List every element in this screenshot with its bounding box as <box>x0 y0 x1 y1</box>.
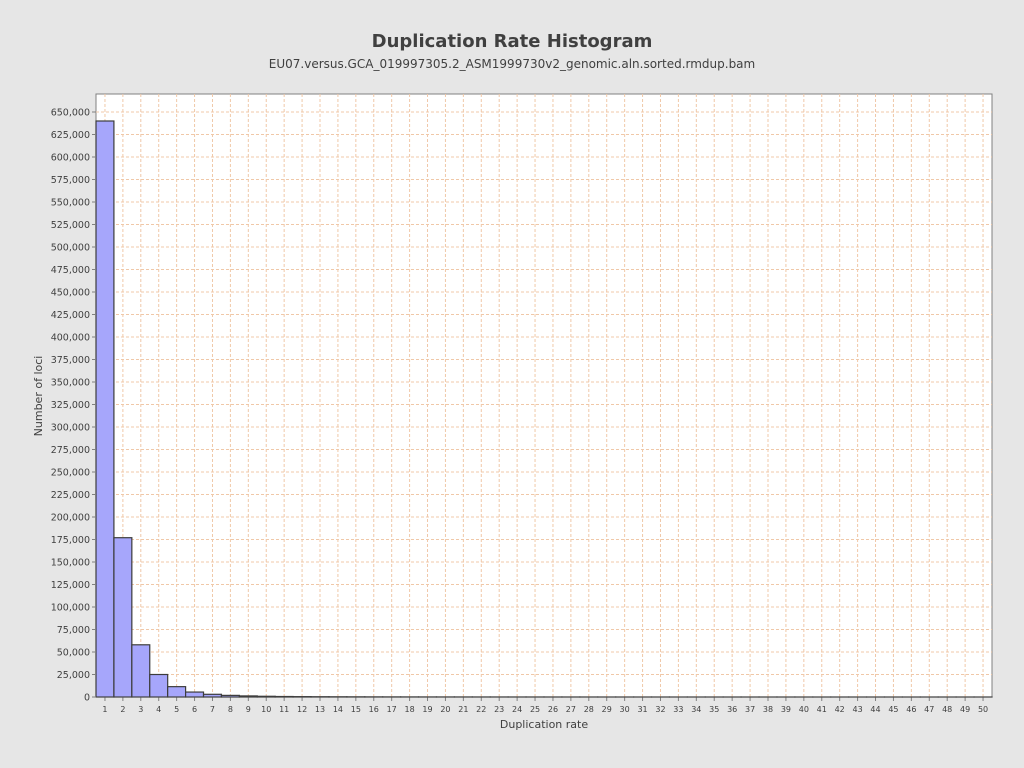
x-tick-label: 42 <box>835 705 845 714</box>
x-axis-label: Duplication rate <box>500 718 588 731</box>
x-tick-label: 24 <box>512 705 522 714</box>
y-tick-label: 75,000 <box>57 625 90 636</box>
x-tick-label: 46 <box>906 705 916 714</box>
y-axis-label: Number of loci <box>32 356 45 437</box>
x-tick-label: 26 <box>548 705 558 714</box>
x-tick-label: 16 <box>369 705 379 714</box>
y-tick-label: 325,000 <box>51 400 90 411</box>
histogram-bar <box>149 673 169 698</box>
x-tick-label: 11 <box>279 705 289 714</box>
y-tick-label: 250,000 <box>51 468 90 479</box>
x-tick-label: 34 <box>691 705 701 714</box>
y-tick-label: 575,000 <box>51 175 90 186</box>
x-tick-label: 25 <box>530 705 540 714</box>
x-tick-label: 33 <box>673 705 683 714</box>
histogram-bar <box>113 537 133 698</box>
y-tick-label: 300,000 <box>51 423 90 434</box>
y-tick-label: 500,000 <box>51 243 90 254</box>
x-tick-label: 41 <box>817 705 827 714</box>
x-tick-label: 13 <box>315 705 325 714</box>
y-tick-label: 25,000 <box>57 670 90 681</box>
x-tick-label: 39 <box>781 705 791 714</box>
x-tick-label: 45 <box>888 705 898 714</box>
x-tick-label: 17 <box>387 705 397 714</box>
y-tick-label: 425,000 <box>51 310 90 321</box>
x-tick-label: 10 <box>261 705 271 714</box>
y-tick-label: 175,000 <box>51 535 90 546</box>
y-tick-label: 600,000 <box>51 153 90 164</box>
y-tick-label: 275,000 <box>51 445 90 456</box>
chart-title: Duplication Rate Histogram <box>371 31 653 52</box>
y-tick-label: 400,000 <box>51 333 90 344</box>
histogram-bar <box>167 686 187 698</box>
x-tick-label: 49 <box>960 705 970 714</box>
y-tick-label: 450,000 <box>51 288 90 299</box>
y-tick-label: 225,000 <box>51 490 90 501</box>
x-tick-label: 37 <box>745 705 755 714</box>
y-tick-label: 200,000 <box>51 513 90 524</box>
histogram-bar <box>185 691 205 698</box>
x-tick-label: 43 <box>853 705 863 714</box>
x-tick-label: 18 <box>405 705 415 714</box>
x-tick-label: 5 <box>174 705 179 714</box>
x-tick-label: 36 <box>727 705 737 714</box>
x-tick-label: 19 <box>422 705 432 714</box>
x-tick-label: 50 <box>978 705 988 714</box>
x-tick-label: 21 <box>458 705 468 714</box>
y-tick-label: 350,000 <box>51 378 90 389</box>
x-tick-label: 7 <box>210 705 215 714</box>
y-tick-label: 150,000 <box>51 558 90 569</box>
y-axis-ticks: 0 25,000 50,000 75,000 100,000 125,000 150,000… <box>51 108 96 704</box>
x-tick-label: 14 <box>333 705 343 714</box>
y-tick-label: 50,000 <box>57 648 90 659</box>
x-tick-label: 35 <box>709 705 719 714</box>
y-tick-label: 100,000 <box>51 603 90 614</box>
y-tick-label: 375,000 <box>51 355 90 366</box>
x-tick-label: 47 <box>924 705 934 714</box>
x-tick-label: 20 <box>440 705 450 714</box>
x-tick-label: 32 <box>655 705 665 714</box>
x-axis-ticks: 1 2 3 4 5 6 7 8 9 10 11 12 13 14 15 16 17 18 19 20 21 22 23 24 2… <box>102 697 988 714</box>
x-tick-label: 44 <box>870 705 880 714</box>
x-tick-label: 2 <box>120 705 125 714</box>
x-tick-label: 31 <box>637 705 647 714</box>
grid-lines <box>96 94 992 697</box>
y-tick-label: 625,000 <box>51 130 90 141</box>
y-tick-label: 475,000 <box>51 265 90 276</box>
y-tick-label: 650,000 <box>51 108 90 119</box>
x-tick-label: 6 <box>192 705 197 714</box>
x-tick-label: 22 <box>476 705 486 714</box>
x-tick-label: 28 <box>584 705 594 714</box>
x-tick-label: 48 <box>942 705 952 714</box>
x-tick-label: 40 <box>799 705 809 714</box>
chart-subtitle: EU07.versus.GCA_019997305.2_ASM1999730v2… <box>268 57 756 71</box>
x-tick-label: 4 <box>156 705 161 714</box>
histogram-bar <box>131 644 151 698</box>
x-tick-label: 23 <box>494 705 504 714</box>
x-tick-label: 3 <box>138 705 143 714</box>
y-tick-label: 125,000 <box>51 580 90 591</box>
x-tick-label: 38 <box>763 705 773 714</box>
histogram-bar <box>95 120 115 698</box>
x-tick-label: 29 <box>602 705 612 714</box>
x-tick-label: 12 <box>297 705 307 714</box>
x-tick-label: 8 <box>228 705 233 714</box>
x-tick-label: 1 <box>102 705 107 714</box>
x-tick-label: 9 <box>246 705 251 714</box>
x-tick-label: 30 <box>620 705 630 714</box>
x-tick-label: 15 <box>351 705 361 714</box>
y-tick-label: 525,000 <box>51 220 90 231</box>
y-tick-label: 0 <box>84 693 90 704</box>
y-tick-label: 550,000 <box>51 198 90 209</box>
x-tick-label: 27 <box>566 705 576 714</box>
plot-area <box>95 93 993 698</box>
